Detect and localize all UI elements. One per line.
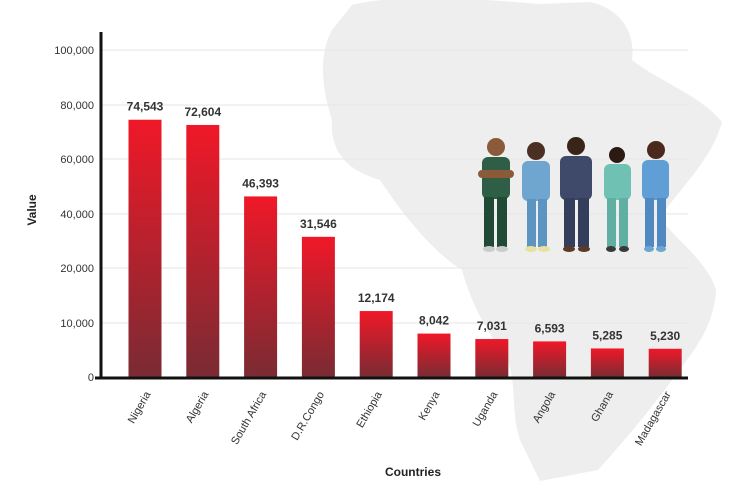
worker-teal-icon xyxy=(604,147,631,252)
bar-madagascar xyxy=(648,348,682,377)
bar-nigeria xyxy=(128,119,162,378)
bar-kenya xyxy=(417,333,451,377)
y-axis-ticks: 0 10,000 20,000 40,000 60,000 80,000 100,000 xyxy=(54,45,94,384)
x-tick-label: Kenya xyxy=(417,389,443,423)
y-tick-label: 100,000 xyxy=(54,45,94,57)
x-tick-label: Ethiopia xyxy=(355,389,386,430)
x-tick-label: D.R.Congo xyxy=(289,390,327,443)
data-labels: 74,543 72,604 46,393 31,546 12,174 8,042 7,031… xyxy=(127,100,681,343)
y-tick-label: 0 xyxy=(88,372,94,384)
bar-angola xyxy=(533,341,567,377)
data-label: 5,285 xyxy=(592,328,622,342)
data-label: 72,604 xyxy=(184,105,221,119)
x-tick-label: South Africa xyxy=(229,389,269,447)
y-axis-title: Value xyxy=(25,194,39,226)
worker-blue-icon xyxy=(642,141,669,252)
x-tick-label: Uganda xyxy=(471,389,501,429)
data-label: 74,543 xyxy=(127,100,164,114)
x-axis-title: Countries xyxy=(385,465,441,479)
data-label: 6,593 xyxy=(535,321,565,335)
worker-light-blue-icon xyxy=(522,142,550,252)
y-tick-label: 60,000 xyxy=(60,154,94,166)
data-label: 31,546 xyxy=(300,217,337,231)
healthcare-workers-illustration xyxy=(478,137,669,252)
data-label: 46,393 xyxy=(242,176,279,190)
bar-ethiopia xyxy=(359,311,393,377)
y-tick-label: 80,000 xyxy=(60,100,94,112)
worker-navy-icon xyxy=(560,137,592,252)
data-label: 5,230 xyxy=(650,329,680,343)
y-tick-label: 10,000 xyxy=(60,318,94,330)
bar-d-r-congo xyxy=(301,236,335,377)
bar-south-africa xyxy=(244,196,278,377)
bar-ghana xyxy=(590,348,624,377)
bar-algeria xyxy=(186,124,220,377)
y-tick-label: 40,000 xyxy=(60,209,94,221)
worker-green-icon xyxy=(478,138,514,252)
data-label: 8,042 xyxy=(419,314,449,328)
data-label: 12,174 xyxy=(358,291,395,305)
x-tick-label: Algeria xyxy=(184,389,212,425)
x-tick-label: Nigeria xyxy=(126,389,154,426)
y-tick-label: 20,000 xyxy=(60,263,94,275)
bars xyxy=(128,119,682,378)
data-label: 7,031 xyxy=(477,319,507,333)
bar-uganda xyxy=(475,339,509,377)
